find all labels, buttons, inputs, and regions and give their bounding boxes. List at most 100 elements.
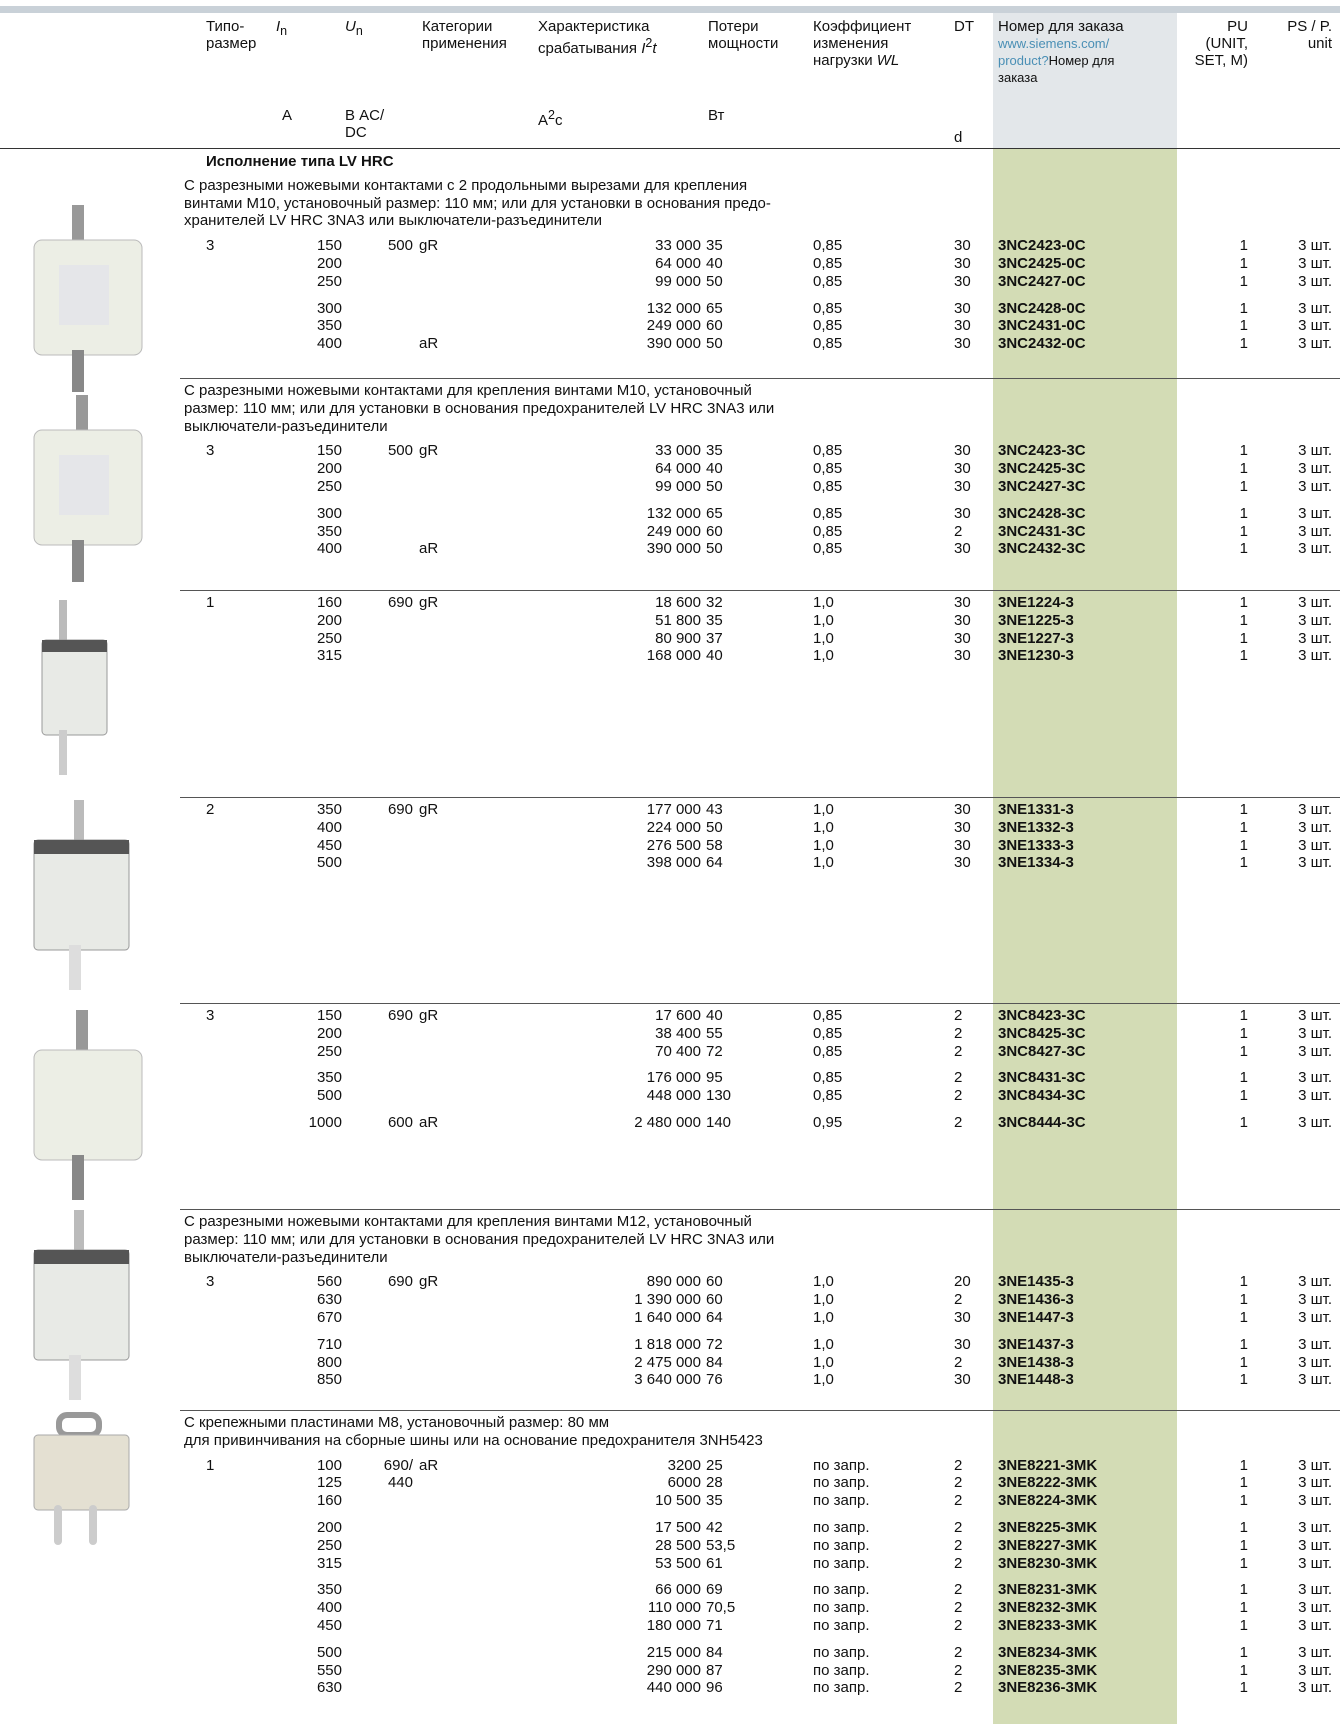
cell-ps: 3 шт.: [1298, 1069, 1332, 1087]
cell-i2t: 66 000: [655, 1581, 701, 1599]
cell-in: 400: [316, 1599, 342, 1617]
symbol: t: [652, 40, 657, 57]
header-pu: PU (UNIT, SET, M): [1194, 18, 1248, 69]
cell-dt: 30: [954, 629, 971, 647]
cell-dt: 2: [954, 1661, 963, 1679]
cell-pu: 1: [1239, 1474, 1248, 1492]
cell-pu: 1: [1239, 1024, 1248, 1042]
cell-i2t: 110 000: [647, 1599, 701, 1617]
cell-p: 37: [706, 629, 723, 647]
cell-p: 140: [706, 1114, 732, 1131]
cell-in: 315: [316, 647, 342, 665]
cell-ps: 3 шт.: [1298, 1335, 1332, 1353]
cell-p: 70,5: [706, 1599, 736, 1617]
cell-wl: 1,0: [813, 1335, 834, 1353]
cell-ps: 3 шт.: [1298, 478, 1332, 495]
cell-p: 60: [706, 522, 723, 540]
cell-i2t: 70 400: [655, 1042, 701, 1060]
unit-loss: Вт: [708, 107, 725, 124]
cell-in: 300: [316, 299, 342, 317]
cell-i2t: 390 000: [646, 335, 701, 353]
cell-p: 40: [706, 255, 723, 272]
cell-i2t: 2 480 000: [634, 1114, 701, 1131]
cell-i2t: 177 000: [646, 801, 701, 818]
cell-wl: 1,0: [813, 818, 834, 836]
cell-p: 50: [706, 818, 723, 836]
cell-dt: 30: [954, 801, 971, 818]
cell-pu: 1: [1239, 522, 1248, 540]
cell-cat: aR: [419, 335, 439, 353]
cell-t: 3: [206, 1273, 215, 1291]
cell-ps: 3 шт.: [1298, 1617, 1332, 1634]
cell-p: 43: [706, 801, 723, 818]
cell-ord: 3NE1230-3: [998, 647, 1074, 665]
group-description: С крепежными пластинами M8, установочный…: [184, 1414, 610, 1431]
cell-i2t: 290 000: [646, 1661, 701, 1679]
cell-ord: 3NE1332-3: [998, 818, 1074, 836]
cell-p: 35: [706, 237, 723, 255]
cell-wl: 1,0: [813, 1291, 834, 1309]
cell-ps: 3 шт.: [1298, 1114, 1332, 1131]
cell-ord: 3NE1437-3: [998, 1335, 1074, 1353]
cell-in: 250: [316, 478, 342, 495]
cell-in: 350: [316, 801, 342, 818]
cell-p: 65: [706, 504, 723, 522]
cell-un: 600: [387, 1114, 413, 1131]
cell-dt: 2: [954, 1474, 963, 1492]
cell-ord: 3NC2425-3C: [998, 460, 1086, 478]
cell-dt: 30: [954, 818, 971, 836]
cell-wl: 1,0: [813, 1273, 834, 1291]
cell-dt: 30: [954, 1335, 971, 1353]
cell-p: 42: [706, 1519, 723, 1536]
header-in: In: [276, 18, 287, 40]
cell-pu: 1: [1239, 1536, 1248, 1554]
cell-ord: 3NE1334-3: [998, 854, 1074, 872]
cell-wl: 0,85: [813, 442, 843, 460]
cell-i2t: 168 000: [646, 647, 701, 665]
cell-ps: 3 шт.: [1298, 611, 1332, 629]
cell-pu: 1: [1239, 255, 1248, 272]
cell-in: 1000: [308, 1114, 342, 1131]
unit-in: A: [282, 107, 293, 124]
cell-p: 55: [706, 1024, 723, 1042]
group-description: С разрезными ножевыми контактами для кре…: [184, 1213, 752, 1230]
cell-wl: 1,0: [813, 854, 834, 872]
cell-p: 96: [706, 1679, 723, 1697]
cell-pu: 1: [1239, 1335, 1248, 1353]
cell-dt: 2: [954, 1536, 963, 1554]
cell-un: 500: [387, 442, 413, 460]
cell-wl: 0,85: [813, 504, 843, 522]
link[interactable]: www.siemens.com/ product?: [998, 36, 1110, 68]
cell-in: 350: [316, 1581, 342, 1599]
product-image: [41, 600, 108, 775]
cell-dt: 30: [954, 272, 971, 290]
cell-i2t: 390 000: [646, 540, 701, 558]
cell-p: 61: [706, 1554, 723, 1572]
cell-cat: gR: [419, 801, 439, 818]
cell-pu: 1: [1239, 801, 1248, 818]
label: Номер для заказа: [998, 18, 1124, 35]
cell-in: 350: [316, 522, 342, 540]
cell-ord: 3NC8423-3C: [998, 1007, 1086, 1024]
cell-dt: 2: [954, 1353, 963, 1371]
cell-in: 450: [316, 836, 342, 854]
cell-wl: по запр.: [813, 1536, 870, 1554]
cell-p: 35: [706, 1492, 723, 1510]
cell-p: 35: [706, 611, 723, 629]
cell-dt: 2: [954, 1042, 963, 1060]
cell-dt: 30: [954, 237, 971, 255]
top-bar: [0, 6, 1340, 13]
cell-p: 72: [706, 1335, 723, 1353]
cell-dt: 2: [954, 1114, 963, 1131]
cell-in: 315: [316, 1554, 342, 1572]
cell-wl: 1,0: [813, 629, 834, 647]
cell-ps: 3 шт.: [1298, 594, 1332, 611]
cell-p: 87: [706, 1661, 723, 1679]
cell-pu: 1: [1239, 1661, 1248, 1679]
cell-i2t: 33 000: [655, 442, 701, 460]
cell-i2t: 3200: [667, 1456, 701, 1474]
cell-in: 250: [316, 1042, 342, 1060]
cell-p: 60: [706, 1273, 723, 1291]
cell-dt: 2: [954, 1599, 963, 1617]
cell-p: 40: [706, 647, 723, 665]
